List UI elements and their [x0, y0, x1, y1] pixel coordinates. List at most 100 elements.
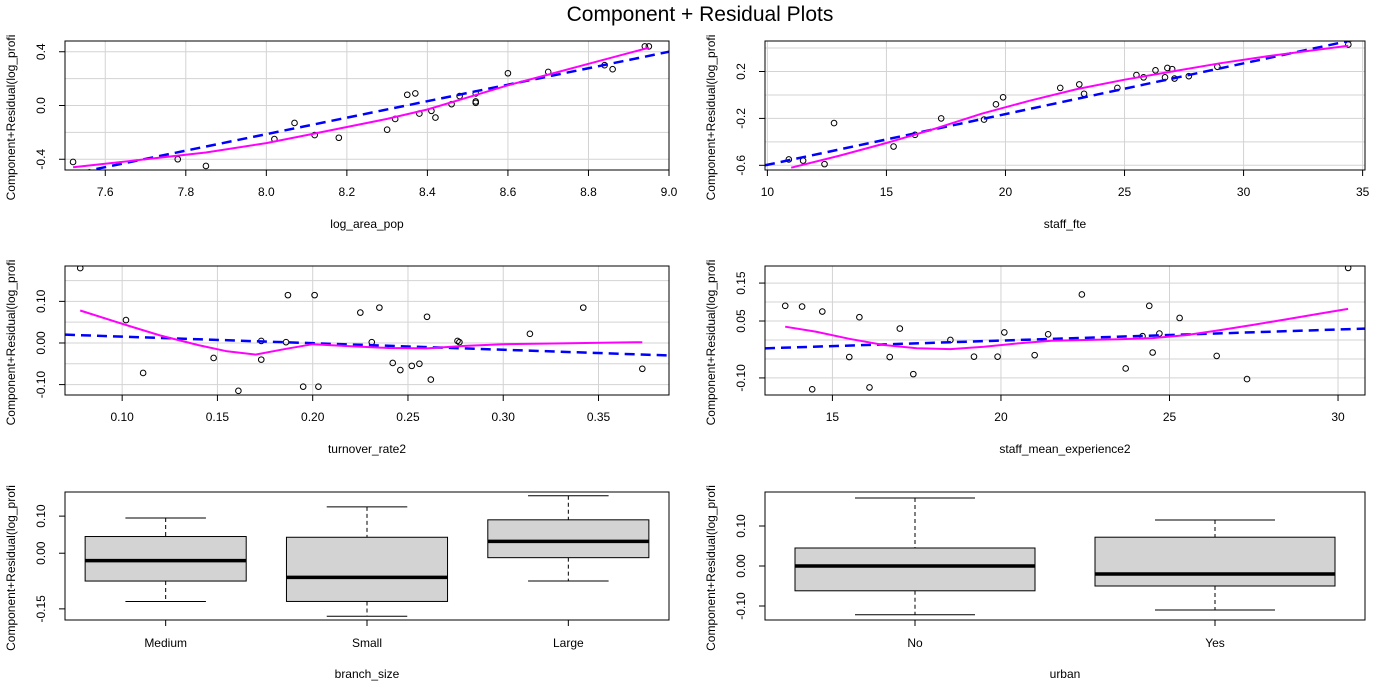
x-tick-label: 0.30: [492, 410, 516, 424]
data-point: [992, 101, 1000, 108]
data-point: [526, 330, 534, 338]
y-tick-label: 0.10: [34, 289, 48, 313]
x-tick-label: 7.8: [177, 185, 194, 199]
data-point: [886, 353, 894, 361]
y-axis-label: Component+Residual(log_profi: [4, 260, 18, 426]
x-tick-label: 15: [880, 185, 894, 199]
plot-frame: [764, 265, 1366, 396]
data-point: [1213, 352, 1220, 360]
data-point: [315, 383, 322, 390]
x-tick-label: 9.0: [661, 185, 678, 199]
data-point: [139, 369, 147, 377]
x-tick-label: 30: [1331, 410, 1345, 424]
x-tick-label: 0.10: [110, 410, 134, 424]
data-point: [1031, 351, 1038, 359]
y-tick-label: -0.10: [734, 592, 748, 620]
x-tick-label: 20: [994, 410, 1008, 424]
category-label: No: [907, 636, 923, 650]
data-point: [1056, 84, 1064, 92]
x-tick-label: 0.25: [396, 410, 420, 424]
data-point: [819, 308, 826, 315]
x-axis-label: urban: [1050, 667, 1081, 681]
data-point: [645, 43, 653, 50]
x-tick-label: 15: [826, 410, 840, 424]
x-tick-label: 7.6: [97, 185, 114, 199]
data-point: [781, 302, 789, 310]
y-axis: -0.15 0.00 0.10: [34, 504, 65, 623]
data-point: [284, 291, 292, 299]
category-label: Yes: [1205, 636, 1225, 650]
x-axis-label: staff_mean_experience2: [999, 442, 1131, 456]
category-label: Medium: [144, 636, 187, 650]
x-tick-label: 30: [1237, 185, 1251, 199]
plot-area: [794, 497, 1336, 616]
box-large: [487, 495, 650, 582]
y-axis-label: Component+Residual(log_profi: [4, 35, 18, 201]
x-tick-label: 0.20: [301, 410, 325, 424]
y-axis-label: Component+Residual(log_profi: [4, 485, 18, 651]
linear-fit-line: [765, 327, 1365, 350]
x-axis: 10 15 20 25 30 35: [761, 170, 1370, 199]
data-point: [639, 365, 646, 373]
data-point: [1156, 330, 1163, 337]
plot-area: [765, 41, 1365, 170]
panels-layer: 7.6 7.8 8.0 8.2 8.4 8.6 8.8 9.0 log_area_pop -0.4…: [4, 35, 1370, 681]
data-point: [1075, 81, 1083, 88]
y-tick-label: -0.4: [34, 149, 48, 170]
data-point: [845, 353, 853, 361]
x-tick-label: 8.6: [500, 185, 517, 199]
y-tick-label: -0.2: [734, 108, 748, 129]
plot-frame: [764, 40, 1366, 171]
y-axis-label: Component+Residual(log_profi: [704, 35, 718, 201]
x-tick-label: 0.35: [587, 410, 611, 424]
panel-urban: No Yes urban -0.10 0.00 0.10 Component+Residua…: [704, 485, 1366, 681]
data-point: [202, 162, 210, 170]
box-iqr: [794, 547, 1036, 592]
data-point: [1001, 329, 1008, 336]
y-tick-label: 0.05: [734, 309, 748, 333]
box-small: [285, 506, 449, 617]
data-point: [335, 134, 343, 142]
y-tick-label: -0.10: [734, 364, 748, 392]
data-point: [299, 383, 307, 390]
y-tick-label: 0.10: [734, 514, 748, 538]
data-point: [383, 126, 391, 133]
x-tick-label: 25: [1163, 410, 1177, 424]
data-point: [235, 387, 242, 395]
x-axis-label: log_area_pop: [330, 217, 404, 231]
y-axis: -0.10 0.00 0.10: [34, 289, 65, 398]
x-tick-label: 20: [999, 185, 1013, 199]
data-point: [504, 69, 512, 77]
data-point: [416, 360, 423, 368]
data-point: [282, 338, 290, 346]
data-point: [798, 303, 806, 310]
panel-staff_mean_experience2: 15 20 25 30 staff_mean_experience2 -0.10 0.05 0…: [704, 260, 1366, 456]
y-tick-label: 0.00: [34, 331, 48, 355]
data-point: [1078, 291, 1086, 298]
data-point: [408, 362, 416, 370]
x-axis: 7.6 7.8 8.0 8.2 8.4 8.6 8.8 9.0: [97, 170, 678, 199]
box-iqr: [84, 536, 247, 582]
x-tick-label: 8.0: [258, 185, 275, 199]
x-tick-label: 0.15: [206, 410, 230, 424]
data-point: [970, 353, 978, 360]
x-tick-label: 8.8: [580, 185, 597, 199]
plot-area: [84, 495, 650, 617]
y-axis-label: Component+Residual(log_profi: [704, 485, 718, 651]
data-point: [423, 313, 431, 321]
data-point: [785, 156, 793, 163]
y-axis: -0.10 0.05 0.15: [734, 271, 765, 392]
x-axis: 0.10 0.15 0.20 0.25 0.30 0.35: [110, 395, 611, 424]
data-point: [427, 376, 435, 383]
y-tick-label: 0.2: [734, 63, 748, 80]
data-point: [376, 304, 383, 311]
box-medium: [84, 517, 247, 602]
data-point: [609, 65, 616, 73]
data-point: [890, 143, 897, 150]
data-point: [1145, 302, 1153, 310]
data-point: [1164, 64, 1171, 72]
smooth-fit-line: [790, 44, 1349, 169]
linear-fit-line: [765, 41, 1355, 167]
data-point: [980, 116, 988, 123]
